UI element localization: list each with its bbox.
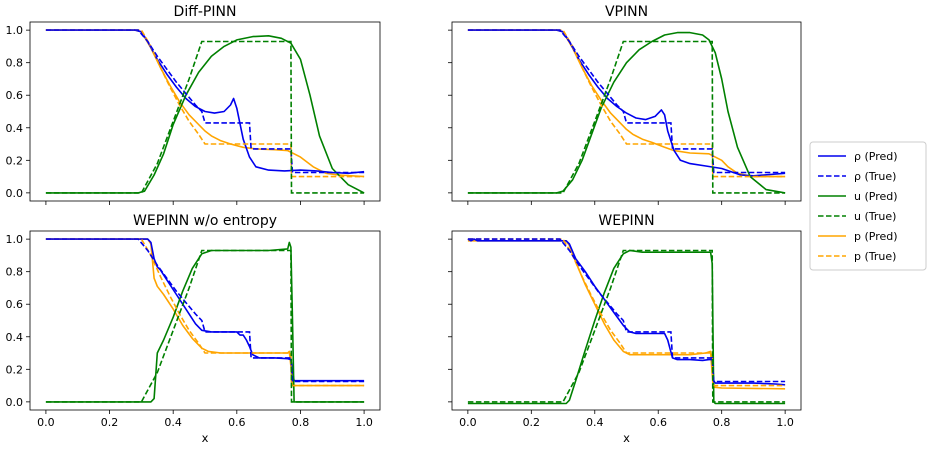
series-rho-true [467,238,786,383]
y-tick-label: 0.4 [6,331,24,344]
y-tick-label: 0.4 [6,122,24,135]
x-axis-label: x [202,431,209,445]
legend-label: u (True) [854,210,896,223]
series-rho-true [467,29,786,174]
series-group [467,238,786,405]
series-u-pred [45,241,365,403]
y-tick-label: 0.8 [6,57,24,70]
legend-item: ρ (Pred) [818,150,898,163]
series-u-true [45,40,365,194]
x-tick-label: 0.2 [523,416,541,429]
x-tick-label: 0.4 [586,416,604,429]
series-rho-pred [467,238,786,386]
series-rho-pred [467,29,786,177]
x-tick-label: 0.6 [649,416,667,429]
plot-frame [29,230,381,411]
x-tick-label: 1.0 [355,416,373,429]
series-rho-true [45,238,365,383]
series-rho-pred [45,238,365,382]
x-tick-label: 0.2 [101,416,119,429]
subplot-3: WEPINN w/o entropy 0.0 0.2 0.4 0.6 0.8 1.0 0.0 0… [6,213,381,445]
legend-item: u (True) [818,210,896,223]
series-group [45,29,365,194]
series-p-true [45,238,365,387]
y-tick-label: 0.0 [6,396,24,409]
series-group [467,29,786,194]
series-p-pred [467,240,786,390]
x-tick-label: 0.4 [164,416,182,429]
series-rho-pred [45,29,365,175]
x-tick-label: 0.6 [228,416,246,429]
x-tick-label: 0.0 [459,416,477,429]
series-rho-true [45,29,365,174]
y-tick-label: 0.8 [6,266,24,279]
plot-frame [451,230,802,411]
y-tick-label: 1.0 [6,233,24,246]
series-u-true [467,249,786,403]
subplot-2: VPINN [448,4,802,205]
legend: ρ (Pred) ρ (True) u (Pred) u (True) p (Pred)… [809,141,927,271]
legend-label: ρ (True) [854,170,896,183]
y-tick-label: 0.2 [6,154,24,167]
legend-item: u (Pred) [818,190,898,203]
subplot-4: WEPINN 0.0 0.2 0.4 0.6 0.8 1.0 x [448,213,802,445]
legend-label: p (True) [854,250,896,263]
series-u-true [467,40,786,194]
legend-label: p (Pred) [854,230,898,243]
series-p-true [45,29,365,178]
x-tick-label: 0.0 [37,416,55,429]
series-p-true [467,29,786,178]
subplot-1: Diff-PINN 0.0 0.2 0.4 0.6 0.8 1.0 [6,4,381,205]
y-tick-label: 0.0 [6,187,24,200]
subplots: Diff-PINN 0.0 0.2 0.4 0.6 0.8 1.0 VPINN WEPINN w… [6,4,802,445]
y-tick-label: 1.0 [6,24,24,37]
y-tick-label: 0.6 [6,298,24,311]
series-p-pred [467,29,786,178]
plot-frame [451,21,802,202]
x-axis-label: x [623,431,630,445]
legend-item: p (True) [818,250,896,263]
series-group [45,238,365,403]
legend-item: p (Pred) [818,230,898,243]
series-u-pred [467,31,786,194]
plot-frame [29,21,381,202]
y-tick-label: 0.2 [6,363,24,376]
subplot-title: WEPINN [598,213,654,229]
subplot-title: WEPINN w/o entropy [133,213,277,229]
legend-label: ρ (Pred) [854,150,898,163]
legend-box [809,141,927,271]
series-p-pred [45,238,365,387]
subplot-title: VPINN [605,4,648,20]
series-u-pred [45,35,365,194]
y-tick-label: 0.6 [6,89,24,102]
series-p-pred [45,29,365,178]
series-u-pred [467,249,786,405]
x-tick-label: 1.0 [776,416,794,429]
subplot-title: Diff-PINN [174,4,237,20]
series-u-true [45,249,365,403]
x-tick-label: 0.8 [292,416,310,429]
x-tick-label: 0.8 [713,416,731,429]
series-p-true [467,238,786,387]
legend-item: ρ (True) [818,170,896,183]
legend-label: u (Pred) [854,190,898,203]
